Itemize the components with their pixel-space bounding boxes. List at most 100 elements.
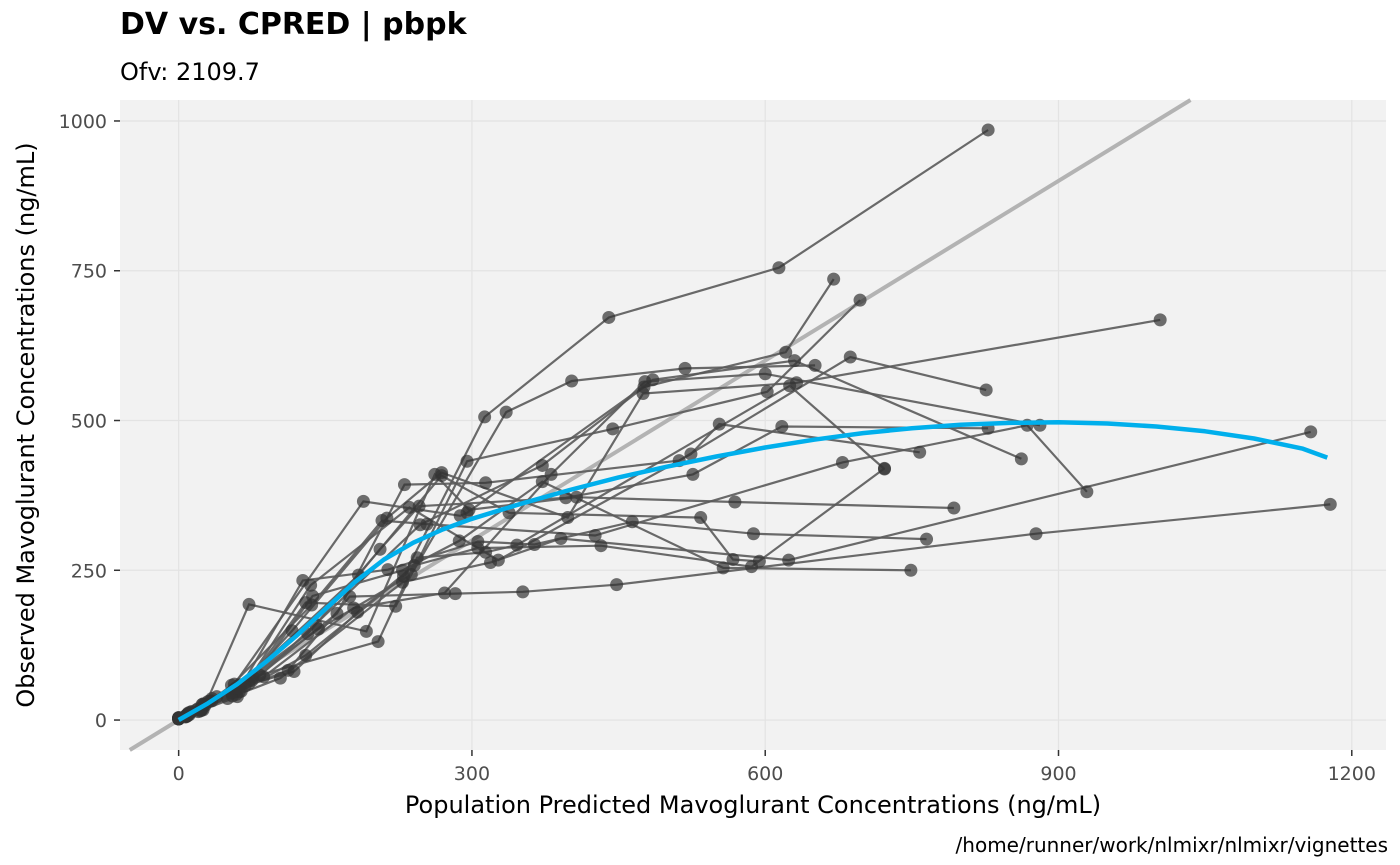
data-point [535,475,549,489]
data-point [760,385,774,399]
data-point [452,534,466,548]
data-point [389,599,403,613]
data-point [904,563,918,577]
data-point [610,578,624,592]
smooth-curve-group [177,420,1329,722]
data-point [478,410,492,424]
data-point [684,447,698,461]
data-point [979,383,993,397]
data-point [606,422,620,436]
data-point [448,587,462,601]
data-point [351,605,365,619]
data-point [484,555,498,569]
data-point [678,361,692,375]
data-point [287,665,301,679]
data-point [1029,527,1043,541]
data-point [516,585,530,599]
y-tick-label: 500 [71,411,107,433]
plot-panel [120,100,1386,750]
identity-line [128,98,1192,752]
data-point [772,261,786,275]
identity-line-group [128,98,1192,752]
data-point [428,467,442,481]
data-point [745,560,759,574]
data-point [479,476,493,490]
data-point [373,542,387,556]
data-point [843,350,857,364]
y-tick-label: 250 [71,560,107,582]
data-point [402,500,416,514]
data-point [913,445,927,459]
data-point [412,499,426,513]
data-point [646,373,660,387]
data-point [528,538,542,552]
data-point [853,293,867,307]
x-tick-label: 900 [1040,763,1076,785]
data-point [779,345,793,359]
data-point [559,491,573,505]
data-point [535,458,549,472]
data-point [561,511,575,525]
data-point [716,561,730,575]
data-point [304,578,318,592]
data-point [728,495,742,509]
data-point [305,598,319,612]
data-point [1080,485,1094,499]
data-point [343,590,357,604]
data-point [981,123,995,137]
grid-lines [120,100,1386,750]
data-point [712,417,726,431]
data-point [544,467,558,481]
x-axis-label: Population Predicted Mavoglurant Concent… [405,791,1101,819]
data-point [686,467,700,481]
data-point [1323,497,1337,511]
data-point [242,597,256,611]
data-point [775,419,789,433]
data-point [1304,425,1318,439]
caption: /home/runner/work/nlmixr/nlmixr/vignette… [956,833,1388,857]
y-tick-label: 0 [95,710,107,732]
data-point [396,563,410,577]
x-tick-label: 0 [173,763,185,785]
data-point [438,586,452,600]
data-point [330,606,344,620]
smooth-curve [177,420,1329,722]
data-point [565,374,579,388]
data-point [920,532,934,546]
data-point [570,490,584,504]
y-tick-label: 1000 [59,111,107,133]
data-point [1014,452,1028,466]
x-tick-label: 1200 [1328,763,1376,785]
data-point [808,358,822,372]
data-point [726,552,740,566]
data-point [380,511,394,525]
data-point [471,541,485,555]
data-point [420,517,434,531]
data-point [499,405,513,419]
data-point [694,511,708,525]
data-point [1153,313,1167,327]
data-point [947,501,961,515]
data-point [407,558,421,572]
x-tick-label: 600 [747,763,783,785]
data-point [783,379,797,393]
data-point [746,527,760,541]
data-point [371,635,385,649]
data-point [625,515,639,529]
data-point [397,478,411,492]
data-point [788,354,802,368]
data-point [758,367,772,381]
data-point [835,455,849,469]
data-point [554,532,568,546]
data-point [510,538,524,552]
data-point [877,461,891,475]
data-point [359,624,373,638]
chart-subtitle: Ofv: 2109.7 [120,58,260,86]
data-point [299,648,313,662]
data-point [827,272,841,286]
data-point [462,503,476,517]
data-point [782,553,796,567]
y-axis-label: Observed Mavoglurant Concentrations (ng/… [12,142,40,707]
y-tick-label: 750 [71,261,107,283]
